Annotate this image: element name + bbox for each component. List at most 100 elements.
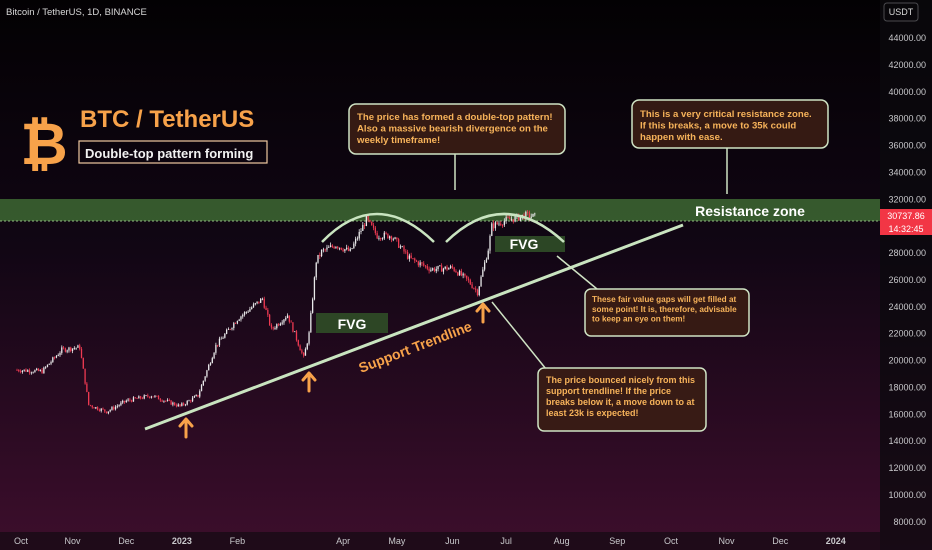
time-axis-label: Oct	[664, 536, 679, 546]
candle-body	[68, 347, 70, 351]
candle-body	[191, 397, 194, 402]
candle-body	[120, 402, 122, 406]
candle-body	[311, 299, 314, 313]
candle-body	[152, 396, 154, 398]
candle-body	[71, 348, 74, 351]
candle-body	[478, 286, 480, 296]
candle-body	[342, 249, 344, 252]
candle-body	[145, 395, 147, 397]
candle-body	[166, 399, 169, 401]
note-line: happen with ease.	[640, 132, 723, 143]
candle-body	[30, 372, 32, 374]
candle-body	[161, 400, 163, 402]
resistance-zone	[0, 199, 880, 221]
candle-body	[485, 259, 488, 263]
time-axis-label: 2023	[172, 536, 192, 546]
candle-body	[356, 238, 359, 240]
time-axis[interactable]	[0, 532, 880, 550]
price-tick-label: 38000.00	[888, 114, 926, 124]
candle-body	[139, 396, 142, 399]
candle-body	[73, 348, 75, 349]
candle-body	[439, 265, 441, 267]
candle-body	[277, 324, 280, 326]
candle-body	[229, 329, 231, 330]
candle-body	[224, 333, 226, 338]
candle-body	[351, 248, 353, 250]
candles-layer	[16, 210, 536, 415]
candle-body	[299, 345, 301, 351]
candle-body	[401, 246, 403, 248]
candle-body	[310, 312, 312, 333]
candle-body	[80, 348, 83, 358]
candle-body	[512, 219, 514, 222]
time-axis-label: Oct	[14, 536, 29, 546]
note-line: The price bounced nicely from this	[546, 375, 695, 385]
candle-body	[414, 258, 416, 261]
candle-body	[376, 233, 378, 239]
bitcoin-icon: ₿	[20, 112, 67, 177]
candle-body	[265, 307, 267, 310]
candle-body	[340, 247, 342, 250]
candle-body	[267, 309, 269, 315]
fvg-callout	[584, 288, 750, 337]
candle-body	[240, 316, 242, 320]
double-top-arc-left	[321, 212, 435, 243]
candle-body	[444, 266, 446, 269]
candle-body	[473, 288, 475, 289]
candle-body	[32, 372, 34, 374]
candle-body	[95, 407, 97, 409]
candle-body	[109, 409, 111, 412]
candle-body	[147, 395, 149, 397]
candle-body	[55, 355, 58, 358]
candle-body	[482, 269, 484, 277]
candle-body	[462, 273, 464, 276]
candle-body	[263, 298, 265, 308]
candle-body	[525, 211, 527, 220]
symbol-line: Bitcoin / TetherUS, 1D, BINANCE	[6, 7, 147, 18]
candle-body	[199, 391, 201, 397]
candle-body	[383, 232, 385, 239]
candle-body	[455, 271, 457, 273]
candle-body	[254, 303, 256, 305]
price-scale[interactable]	[880, 0, 932, 550]
price-tick-label: 44000.00	[888, 33, 926, 43]
candle-body	[424, 265, 427, 267]
candle-body	[175, 405, 178, 407]
candle-body	[77, 345, 79, 348]
note-line: These fair value gaps will get filled at	[592, 295, 737, 304]
candle-body	[242, 314, 244, 317]
candle-body	[501, 224, 504, 226]
candle-body	[466, 275, 468, 279]
candle-body	[505, 217, 507, 221]
candle-body	[249, 309, 251, 312]
candle-body	[36, 368, 38, 371]
candle-body	[91, 405, 93, 408]
candle-body	[202, 380, 204, 386]
candle-body	[337, 246, 339, 249]
candle-body	[326, 247, 328, 250]
candle-body	[127, 399, 129, 401]
price-tick-label: 8000.00	[893, 517, 926, 527]
candle-body	[184, 404, 187, 406]
candle-body	[489, 235, 491, 251]
candle-body	[500, 223, 502, 225]
candle-body	[286, 315, 289, 318]
candle-body	[64, 348, 67, 352]
candle-body	[197, 394, 199, 397]
resistance-callout	[631, 99, 829, 149]
price-tick-label: 36000.00	[888, 141, 926, 151]
currency-selector[interactable]	[883, 2, 919, 22]
candle-body	[417, 261, 419, 266]
candle-body	[419, 262, 421, 266]
double-top-callout	[348, 103, 566, 155]
candle-body	[270, 324, 273, 328]
candle-body	[396, 237, 398, 240]
candle-body	[389, 236, 391, 239]
candle-body	[88, 391, 90, 405]
candle-body	[353, 243, 355, 249]
countdown-tag	[880, 222, 932, 235]
candle-body	[328, 247, 330, 248]
candle-body	[380, 238, 382, 240]
price-tick-label: 32000.00	[888, 194, 926, 204]
